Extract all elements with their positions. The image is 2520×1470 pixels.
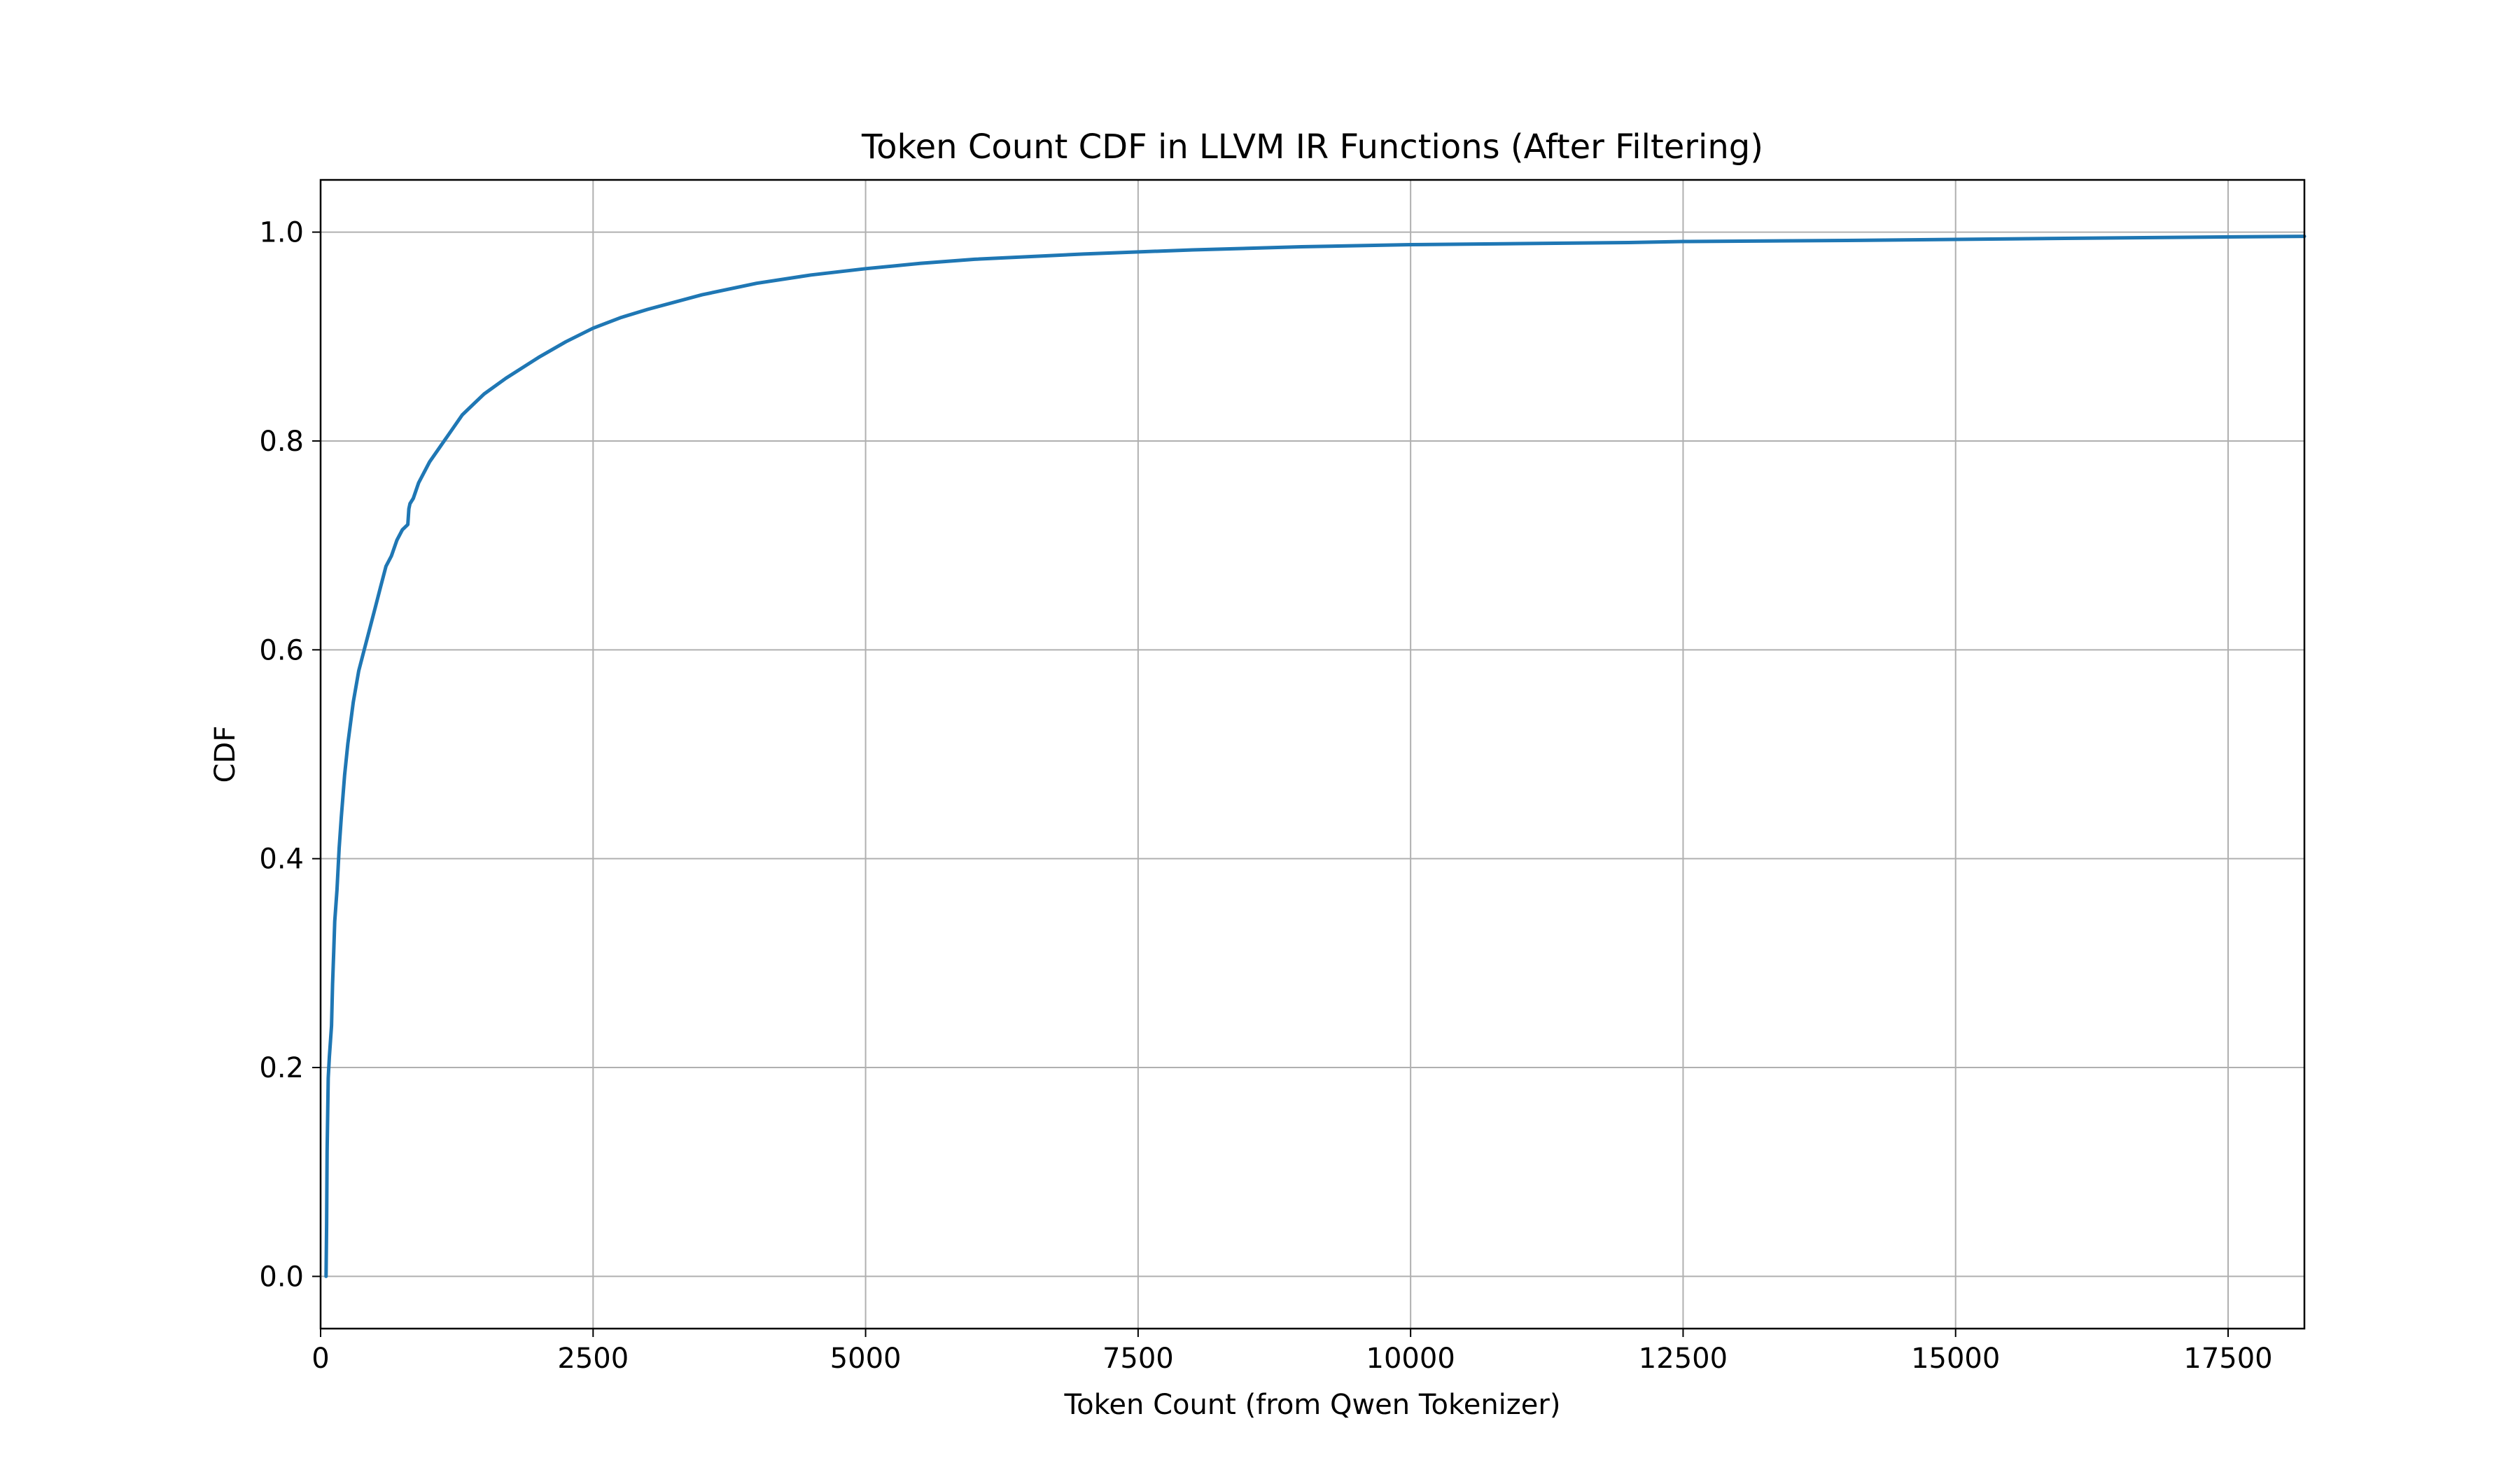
chart-title: Token Count CDF in LLVM IR Functions (Af… [861,127,1763,167]
x-tick-label: 0 [312,1343,329,1375]
x-tick-label: 5000 [830,1343,902,1375]
y-tick-label: 0.8 [259,426,304,458]
x-tick-label: 17500 [2183,1343,2272,1375]
y-axis-label: CDF [209,726,241,783]
y-tick-label: 0.2 [259,1052,304,1084]
x-tick-label: 2500 [557,1343,629,1375]
grid-layer [320,180,2304,1329]
y-tick-label: 1.0 [259,217,304,249]
x-tick-label: 12500 [1639,1343,1728,1375]
plot-frame [319,178,2306,1330]
y-tick-label: 0.6 [259,634,304,666]
x-tick-label: 7500 [1102,1343,1174,1375]
y-tick-label: 0.4 [259,844,304,876]
line-layer [324,234,2306,1278]
x-axis-label: Token Count (from Qwen Tokenizer) [1064,1389,1561,1421]
x-tick-label: 10000 [1366,1343,1455,1375]
y-tick-label: 0.0 [259,1261,304,1293]
cdf-series-line [324,234,2306,1278]
x-tick-label: 15000 [1911,1343,2000,1375]
tick-layer: 0 2500 5000 7500 10000 12500 15000 17500 0.0 0.2 0… [259,217,2272,1375]
